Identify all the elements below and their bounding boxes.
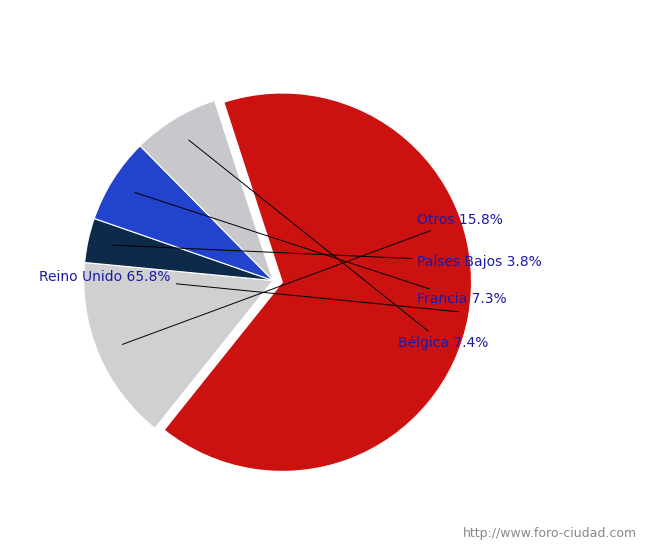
Wedge shape — [84, 262, 273, 428]
Text: Otros 15.8%: Otros 15.8% — [122, 213, 502, 344]
Wedge shape — [164, 93, 471, 471]
Text: Bélgica 7.4%: Bélgica 7.4% — [188, 140, 488, 350]
Text: http://www.foro-ciudad.com: http://www.foro-ciudad.com — [463, 527, 637, 540]
Text: Francia 7.3%: Francia 7.3% — [135, 192, 506, 306]
Wedge shape — [94, 146, 273, 280]
Wedge shape — [84, 218, 273, 280]
Wedge shape — [140, 101, 273, 280]
Text: Países Bajos 3.8%: Países Bajos 3.8% — [113, 245, 541, 269]
Text: Zurgena - Turistas extranjeros según país - Agosto de 2024: Zurgena - Turistas extranjeros según paí… — [57, 21, 593, 37]
Text: Reino Unido 65.8%: Reino Unido 65.8% — [40, 270, 458, 312]
